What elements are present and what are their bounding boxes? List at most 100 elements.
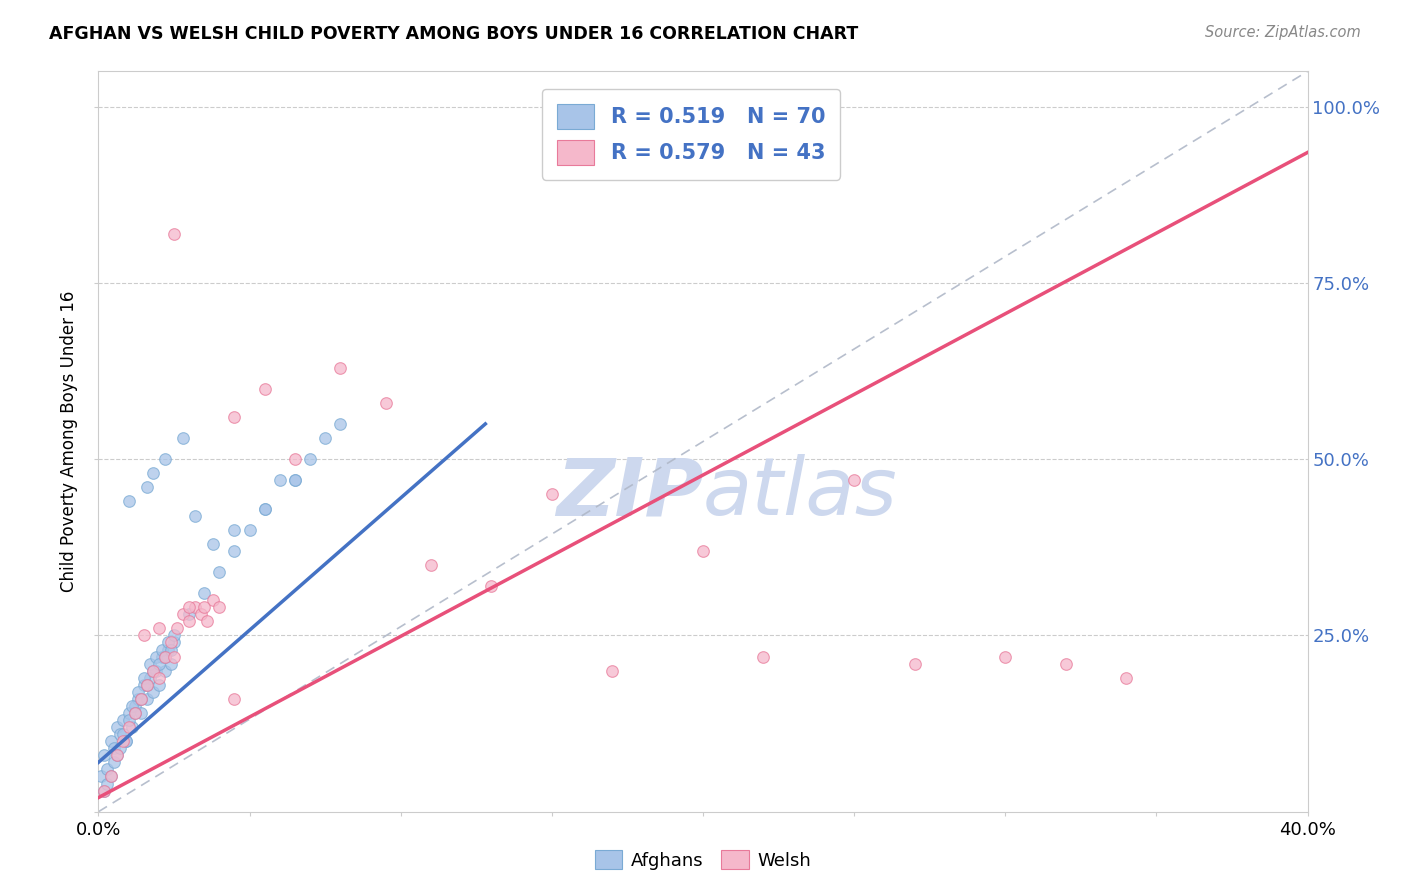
- Point: [100, 734, 122, 748]
- Point: [224, 409, 246, 424]
- Point: [129, 706, 152, 720]
- Point: [124, 706, 146, 720]
- Point: [202, 537, 225, 551]
- Point: [1054, 657, 1077, 671]
- Point: [153, 649, 176, 664]
- Point: [284, 452, 307, 467]
- Point: [172, 431, 194, 445]
- Point: [420, 558, 443, 572]
- Point: [253, 382, 276, 396]
- Point: [179, 615, 201, 629]
- Point: [904, 657, 927, 671]
- Point: [481, 579, 503, 593]
- Point: [163, 635, 186, 649]
- Point: [224, 692, 246, 706]
- Point: [844, 473, 866, 487]
- Point: [540, 487, 562, 501]
- Point: [224, 523, 246, 537]
- Point: [100, 769, 122, 783]
- Point: [148, 678, 170, 692]
- Point: [127, 685, 149, 699]
- Point: [93, 748, 115, 763]
- Point: [105, 720, 128, 734]
- Point: [145, 649, 167, 664]
- Point: [118, 713, 141, 727]
- Point: [156, 642, 179, 657]
- Point: [179, 600, 201, 615]
- Point: [239, 523, 262, 537]
- Text: AFGHAN VS WELSH CHILD POVERTY AMONG BOYS UNDER 16 CORRELATION CHART: AFGHAN VS WELSH CHILD POVERTY AMONG BOYS…: [49, 25, 859, 43]
- Point: [121, 720, 143, 734]
- Point: [153, 649, 176, 664]
- Point: [118, 706, 141, 720]
- Point: [160, 642, 183, 657]
- Point: [314, 431, 336, 445]
- Point: [129, 692, 152, 706]
- Point: [153, 664, 176, 678]
- Point: [374, 396, 396, 410]
- Point: [127, 692, 149, 706]
- Point: [329, 417, 352, 431]
- Point: [190, 607, 212, 622]
- Point: [121, 698, 143, 713]
- Point: [195, 615, 218, 629]
- Point: [166, 621, 188, 635]
- Point: [135, 480, 157, 494]
- Point: [114, 734, 136, 748]
- Point: [163, 649, 186, 664]
- Point: [156, 635, 179, 649]
- Point: [114, 734, 136, 748]
- Point: [172, 607, 194, 622]
- Point: [193, 586, 215, 600]
- Point: [93, 783, 115, 797]
- Point: [153, 452, 176, 467]
- Point: [148, 657, 170, 671]
- Point: [111, 713, 134, 727]
- Point: [208, 565, 231, 579]
- Point: [105, 748, 128, 763]
- Point: [124, 706, 146, 720]
- Point: [135, 678, 157, 692]
- Point: [105, 748, 128, 763]
- Point: [202, 593, 225, 607]
- Point: [1115, 671, 1137, 685]
- Point: [253, 501, 276, 516]
- Point: [269, 473, 291, 487]
- Point: [299, 452, 322, 467]
- Point: [602, 664, 624, 678]
- Point: [142, 685, 165, 699]
- Point: [145, 664, 167, 678]
- Point: [284, 473, 307, 487]
- Point: [692, 544, 714, 558]
- Point: [90, 769, 112, 783]
- Point: [193, 600, 215, 615]
- Point: [103, 756, 125, 770]
- Point: [135, 692, 157, 706]
- Point: [148, 621, 170, 635]
- Point: [752, 649, 775, 664]
- Point: [142, 467, 165, 481]
- Point: [329, 360, 352, 375]
- Point: [142, 664, 165, 678]
- Point: [124, 698, 146, 713]
- Point: [100, 769, 122, 783]
- Point: [118, 494, 141, 508]
- Point: [111, 727, 134, 741]
- Point: [253, 501, 276, 516]
- Point: [163, 227, 186, 241]
- Point: [224, 544, 246, 558]
- Legend: Afghans, Welsh: Afghans, Welsh: [588, 843, 818, 877]
- Point: [184, 508, 207, 523]
- Point: [163, 628, 186, 642]
- Point: [132, 678, 155, 692]
- Point: [135, 678, 157, 692]
- Point: [93, 783, 115, 797]
- Point: [179, 607, 201, 622]
- Point: [284, 473, 307, 487]
- Point: [96, 776, 118, 790]
- Point: [132, 671, 155, 685]
- Point: [139, 671, 162, 685]
- Point: [118, 720, 141, 734]
- Point: [150, 649, 173, 664]
- Point: [129, 692, 152, 706]
